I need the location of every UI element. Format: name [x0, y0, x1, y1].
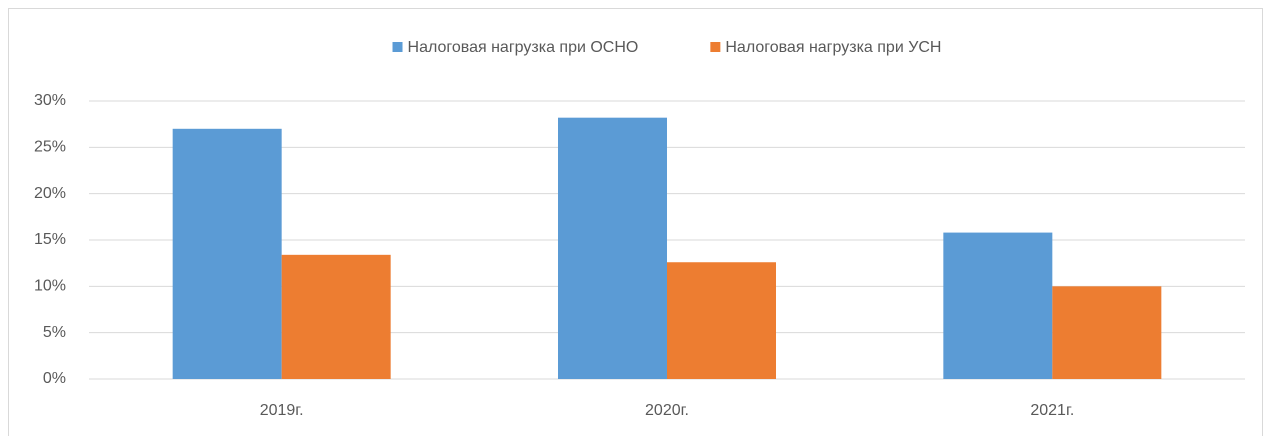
y-tick-label: 15% [34, 231, 66, 248]
bar [667, 262, 776, 379]
y-tick-label: 20% [34, 185, 66, 202]
bar [558, 117, 667, 380]
y-tick-label: 10% [34, 278, 66, 295]
legend-swatch [392, 42, 403, 52]
bar [1052, 286, 1162, 379]
y-tick-label: 0% [43, 370, 66, 387]
bar [943, 232, 1053, 379]
y-tick-label: 25% [34, 139, 66, 156]
x-tick-label: 2020г. [645, 402, 689, 419]
y-tick-label: 30% [34, 92, 66, 109]
bar [172, 128, 282, 379]
bar [281, 254, 391, 379]
x-tick-label: 2019г. [260, 402, 304, 419]
legend-swatch [710, 42, 721, 52]
x-tick-label: 2021г. [1030, 402, 1074, 419]
y-tick-label: 5% [43, 324, 66, 341]
legend-label: Налоговая нагрузка при УСН [725, 39, 941, 56]
legend-label: Налоговая нагрузка при ОСНО [408, 39, 639, 56]
